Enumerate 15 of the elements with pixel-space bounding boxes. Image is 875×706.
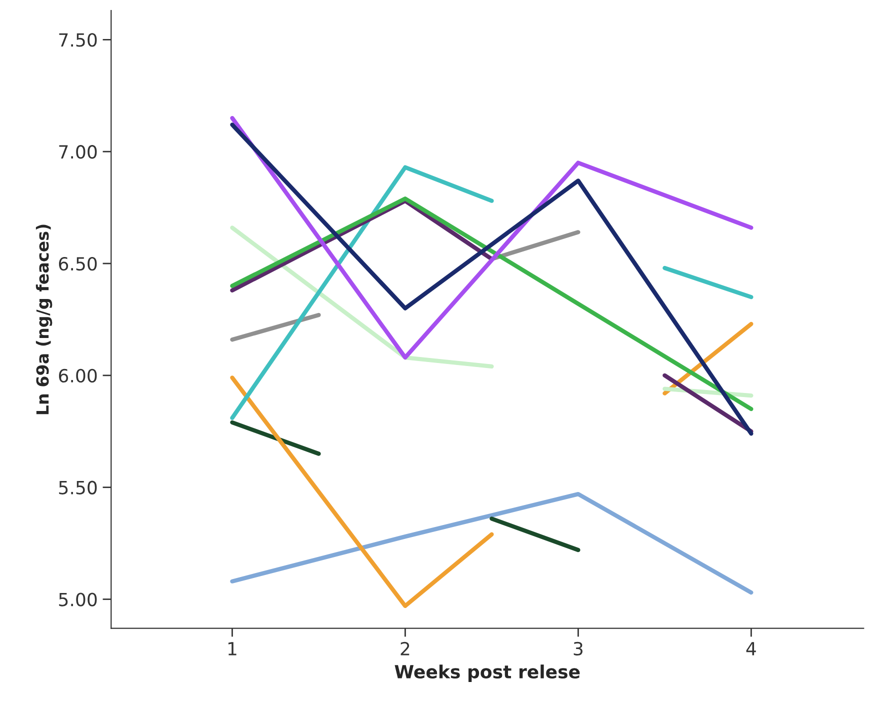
y-tick-label: 6.50 <box>58 256 97 271</box>
y-axis-title: Ln 69a (ng/g feaces) <box>36 224 52 414</box>
x-tick-label: 3 <box>574 642 582 656</box>
line-series <box>230 492 754 595</box>
x-axis-title: Weeks post relese <box>394 664 580 682</box>
y-tick-label: 7.00 <box>59 145 97 159</box>
y-tick-label: 6.00 <box>58 368 97 383</box>
y-tick-label: 5.00 <box>59 592 97 606</box>
x-tick-label: 4 <box>746 642 756 656</box>
y-tick-label: 7.50 <box>59 33 97 47</box>
line-series <box>230 116 754 360</box>
x-tick-label: 2 <box>400 642 410 656</box>
line-series <box>230 122 754 436</box>
y-tick-label: 5.50 <box>59 480 97 494</box>
x-tick-label: 1 <box>228 642 236 656</box>
